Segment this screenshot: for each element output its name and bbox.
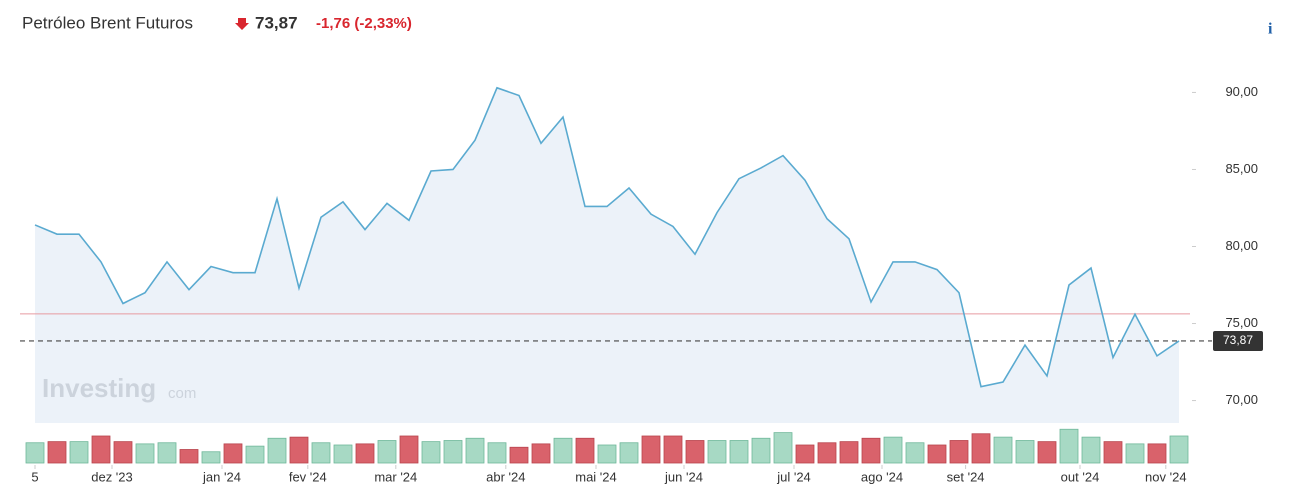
- volume-bar: [949, 440, 969, 464]
- volume-bar: [619, 442, 639, 464]
- volume-bar: [47, 441, 67, 464]
- volume-bar: [157, 442, 177, 464]
- y-tick-label: 80,00: [1225, 238, 1258, 253]
- price-line: [34, 86, 1180, 388]
- x-tick-label: set '24: [947, 469, 985, 484]
- volume-bar: [971, 433, 991, 464]
- volume-bar: [817, 442, 837, 464]
- volume-bar: [113, 441, 133, 464]
- last-price-label: 73,87: [1223, 333, 1253, 347]
- x-tick-label: mai '24: [575, 469, 617, 484]
- price: 73,87: [255, 13, 298, 32]
- change: -1,76 (-2,33%): [316, 15, 412, 32]
- x-tick-label: jun '24: [664, 469, 703, 484]
- volume-bar: [905, 442, 925, 464]
- volume-bar: [91, 435, 111, 464]
- volume-bar: [839, 441, 859, 464]
- x-tick-label: jul '24: [776, 469, 811, 484]
- volume-bar: [1015, 440, 1035, 464]
- volume-bar: [575, 437, 595, 464]
- x-tick-label: mar '24: [374, 469, 417, 484]
- down-arrow: [235, 18, 249, 30]
- y-tick-label: 70,00: [1225, 392, 1258, 407]
- volume-bar: [641, 435, 661, 464]
- y-tick-label: 90,00: [1225, 84, 1258, 99]
- volume-bar: [663, 435, 683, 464]
- volume-bar: [135, 443, 155, 464]
- volume-bar: [1059, 428, 1079, 464]
- x-tick-label: nov '24: [1145, 469, 1187, 484]
- x-tick-label: ago '24: [861, 469, 903, 484]
- volume-bar: [1103, 441, 1123, 464]
- x-tick-label: fev '24: [289, 469, 327, 484]
- volume-bar: [1147, 443, 1167, 464]
- y-tick-label: 75,00: [1225, 315, 1258, 330]
- volume-bar: [333, 444, 353, 464]
- volume-bar: [1125, 443, 1145, 464]
- x-tick-label: out '24: [1061, 469, 1100, 484]
- volume-bar: [883, 436, 903, 464]
- volume-bar: [861, 437, 881, 464]
- volume-bar: [267, 437, 287, 464]
- volume-bar: [201, 451, 221, 464]
- volume-bar: [553, 437, 573, 464]
- x-tick-label: dez '23: [91, 469, 133, 484]
- volume-bar: [443, 440, 463, 464]
- volume-bar: [773, 432, 793, 464]
- volume-bar: [179, 449, 199, 464]
- y-tick-label: 85,00: [1225, 161, 1258, 176]
- volume-bar: [311, 442, 331, 464]
- volume-bar: [421, 441, 441, 464]
- volume-bar: [223, 443, 243, 464]
- volume-bar: [1169, 435, 1189, 464]
- volume-bar: [509, 446, 529, 464]
- last-price-box: [1213, 330, 1263, 351]
- volume-bar: [245, 445, 265, 464]
- volume-bar: [597, 444, 617, 464]
- watermark-suffix: com: [168, 385, 196, 402]
- volume-bar: [487, 442, 507, 464]
- volume-bar: [377, 440, 397, 464]
- volume-bar: [399, 435, 419, 464]
- volume-bar: [707, 440, 727, 464]
- x-tick-label: jan '24: [202, 469, 241, 484]
- volume-bar: [993, 436, 1013, 464]
- area: [35, 87, 1179, 423]
- watermark: Investing: [42, 373, 156, 403]
- info-icon[interactable]: i: [1268, 21, 1273, 38]
- x-tick-label: 5: [31, 469, 38, 484]
- plot: 70,00 75,00 80,00 85,00 90,00 5 dez '23 jan '24…: [20, 84, 1263, 484]
- volume-bar: [531, 443, 551, 464]
- volume-bar: [69, 441, 89, 464]
- volume-bar: [927, 444, 947, 464]
- volume-bar: [685, 440, 705, 464]
- volume-bar: [355, 443, 375, 464]
- x-tick-label: abr '24: [486, 469, 525, 484]
- chart-title: Petróleo Brent Futuros: [22, 13, 193, 32]
- volume-bar: [465, 437, 485, 464]
- volume-bar: [1037, 441, 1057, 464]
- volume-bar: [795, 444, 815, 464]
- volume-bar: [25, 442, 45, 464]
- volume-bar: [1081, 436, 1101, 464]
- volume-bar: [289, 436, 309, 464]
- volume-bar: [729, 440, 749, 464]
- volume-bar: [751, 437, 771, 464]
